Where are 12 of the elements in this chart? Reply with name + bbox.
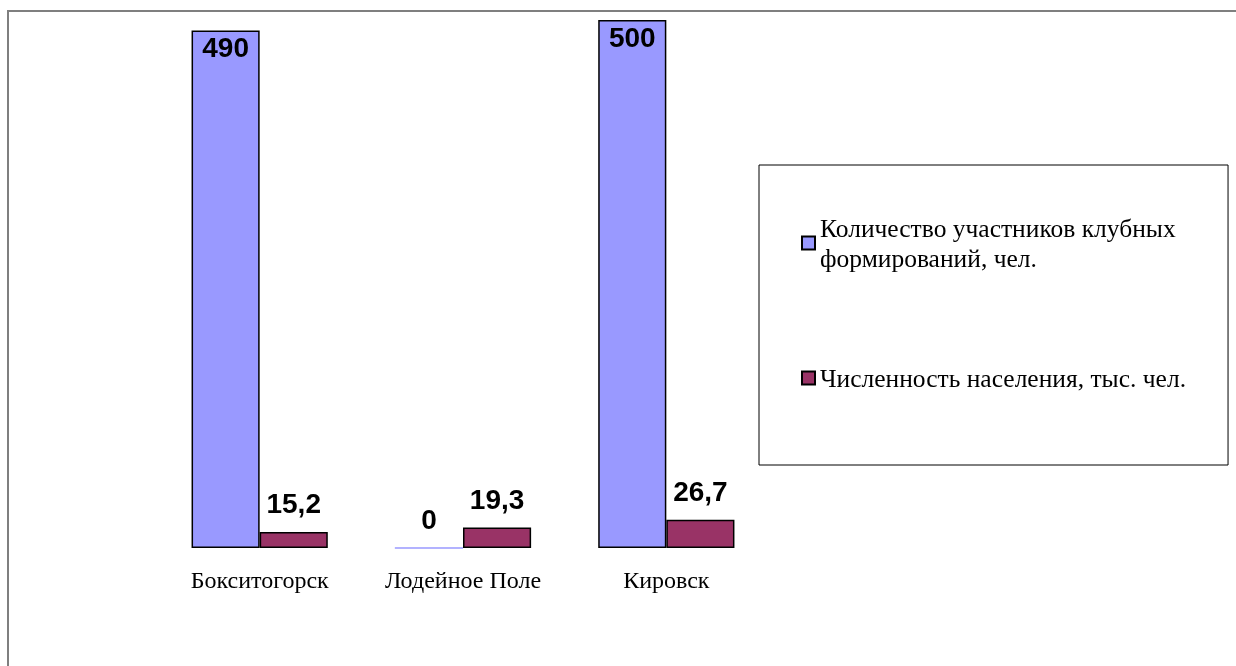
data-label: 15,2: [266, 488, 321, 520]
legend-label: Количество участников клубных формирований, чел.: [820, 213, 1176, 273]
legend-label: Численность населения, тыс. чел.: [820, 363, 1187, 393]
bar: [463, 527, 532, 548]
x-tick-label: Лодейное Поле: [384, 567, 542, 593]
data-label: 500: [608, 21, 656, 53]
data-label: 26,7: [673, 476, 728, 508]
x-tick-label: Бокситогорск: [190, 567, 330, 593]
data-label: 0: [421, 504, 437, 535]
x-tick-label: Кировск: [623, 567, 710, 593]
data-label: 19,3: [469, 484, 525, 516]
data-label: 490: [202, 32, 249, 64]
